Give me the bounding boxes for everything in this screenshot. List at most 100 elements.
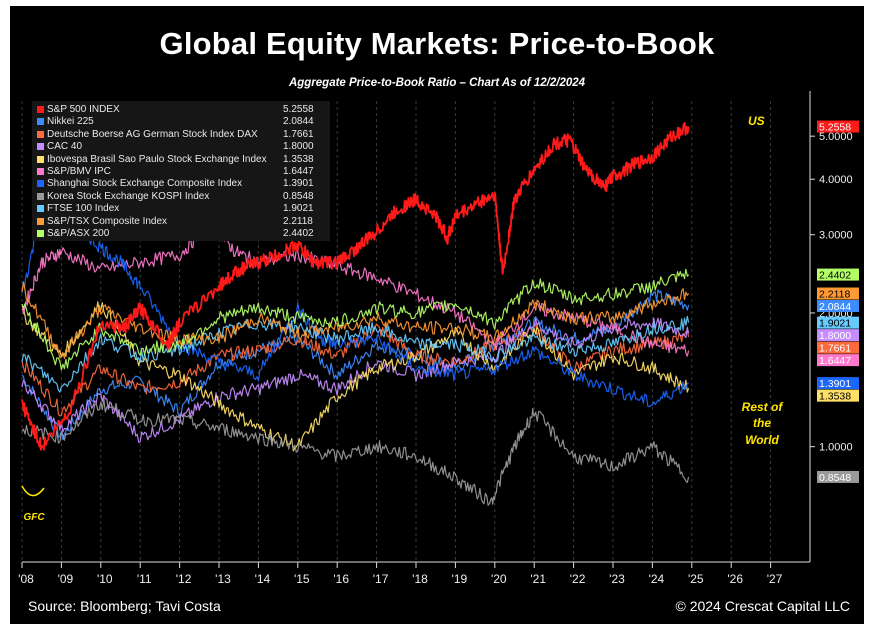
legend-value: 1.3901 bbox=[283, 178, 314, 190]
x-tick-label: '15 bbox=[294, 572, 310, 586]
legend-swatch bbox=[37, 230, 44, 237]
annotation-gfc: GFC bbox=[23, 512, 45, 523]
legend-entry: S&P/ASX 200 2.4402 bbox=[35, 228, 329, 240]
legend-label: S&P/TSX Composite Index bbox=[47, 215, 168, 227]
x-tick-label: '13 bbox=[215, 572, 231, 586]
legend-value: 1.6447 bbox=[283, 166, 314, 177]
chart-legend: S&P 500 INDEX 5.2558 Nikkei 225 2.0844 Deuts… bbox=[32, 101, 330, 241]
x-tick-label: '08 bbox=[18, 572, 34, 586]
value-badge-label: 1.8000 bbox=[819, 330, 851, 342]
source-note: Source: Bloomberg; Tavi Costa bbox=[28, 598, 221, 614]
series-line bbox=[21, 289, 690, 441]
annotation-us: US bbox=[748, 114, 765, 128]
legend-entry: S&P/TSX Composite Index 2.2118 bbox=[35, 216, 329, 228]
y-tick-label: 4.0000 bbox=[819, 174, 853, 186]
x-tick-label: '10 bbox=[97, 572, 113, 586]
x-tick-label: '22 bbox=[570, 572, 586, 586]
series-line bbox=[21, 301, 690, 452]
legend-label: Nikkei 225 bbox=[47, 116, 94, 128]
legend-label: S&P 500 INDEX bbox=[47, 104, 120, 115]
value-badge bbox=[817, 377, 859, 390]
x-tick-label: '21 bbox=[530, 572, 546, 586]
legend-value: 1.7661 bbox=[283, 128, 314, 140]
value-badge bbox=[817, 316, 859, 329]
legend-value: 2.0844 bbox=[283, 116, 314, 128]
legend-entry: Ibovespa Brasil Sao Paulo Stock Exchange… bbox=[35, 154, 329, 166]
x-tick-label: '12 bbox=[176, 572, 192, 586]
x-tick-label: '16 bbox=[333, 572, 349, 586]
legend-swatch bbox=[37, 106, 44, 113]
value-badge bbox=[817, 287, 859, 300]
legend-swatch bbox=[37, 180, 44, 188]
legend-label: S&P/BMV IPC bbox=[47, 166, 111, 177]
x-tick-label: '17 bbox=[373, 572, 389, 586]
legend-entry: S&P/BMV IPC 1.6447 bbox=[35, 166, 329, 178]
legend-value: 1.8000 bbox=[283, 141, 314, 153]
value-badge bbox=[817, 300, 859, 313]
legend-entry: Korea Stock Exchange KOSPI Index 0.8548 bbox=[35, 191, 329, 203]
x-tick-label: '20 bbox=[491, 572, 507, 586]
legend-swatch bbox=[37, 217, 44, 225]
value-badge-label: 2.4402 bbox=[819, 270, 851, 282]
value-badge-label: 1.9021 bbox=[819, 318, 851, 330]
y-tick-label: 5.0000 bbox=[819, 131, 853, 143]
value-badge-label: 1.3901 bbox=[819, 378, 851, 390]
value-badge bbox=[817, 389, 859, 402]
legend-swatch bbox=[37, 155, 44, 163]
series-line bbox=[21, 268, 690, 371]
series-line bbox=[21, 281, 690, 359]
legend-swatch bbox=[37, 130, 44, 138]
value-badge bbox=[817, 470, 859, 483]
copyright-note: © 2024 Crescat Capital LLC bbox=[675, 598, 850, 614]
annotation-rest-line2: the bbox=[753, 416, 771, 430]
value-badge-label: 1.3538 bbox=[819, 391, 851, 403]
value-badge bbox=[817, 341, 859, 354]
legend-swatch bbox=[37, 118, 44, 126]
x-tick-label: '26 bbox=[727, 572, 743, 586]
value-badge bbox=[817, 120, 859, 133]
series-line bbox=[21, 323, 690, 417]
legend-entry: Deutsche Boerse AG German Stock Index DA… bbox=[35, 129, 329, 141]
series-line bbox=[21, 189, 689, 408]
legend-value: 1.3538 bbox=[283, 153, 314, 165]
series-line bbox=[21, 398, 690, 506]
legend-value: 5.2558 bbox=[283, 104, 314, 115]
x-tick-label: '18 bbox=[412, 572, 428, 586]
chart-title: Global Equity Markets: Price-to-Book bbox=[159, 26, 715, 61]
legend-value: 0.8548 bbox=[283, 190, 314, 202]
legend-label: Ibovespa Brasil Sao Paulo Stock Exchange… bbox=[47, 153, 267, 165]
series-line bbox=[21, 315, 690, 393]
value-badge-label: 0.8548 bbox=[819, 472, 851, 484]
legend-entry: FTSE 100 Index 1.9021 bbox=[35, 203, 329, 215]
legend-entry: Nikkei 225 2.0844 bbox=[35, 116, 329, 128]
x-tick-label: '09 bbox=[58, 572, 74, 586]
legend-label: S&P/ASX 200 bbox=[47, 228, 110, 239]
value-badge-label: 1.6447 bbox=[819, 355, 851, 367]
legend-label: Shanghai Stock Exchange Composite Index bbox=[47, 178, 243, 190]
x-tick-label: '24 bbox=[649, 572, 665, 586]
y-tick-label: 1.0000 bbox=[819, 442, 853, 454]
y-tick-label: 3.0000 bbox=[819, 230, 853, 242]
legend-swatch bbox=[37, 143, 44, 151]
legend-entry: S&P 500 INDEX 5.2558 bbox=[35, 104, 329, 116]
x-tick-label: '25 bbox=[688, 572, 704, 586]
value-badge-label: 1.7661 bbox=[819, 343, 851, 355]
legend-label: Korea Stock Exchange KOSPI Index bbox=[47, 190, 210, 202]
x-tick-label: '11 bbox=[137, 572, 152, 586]
annotation-rest-line1: Rest of bbox=[742, 400, 784, 414]
chart-subtitle: Aggregate Price-to-Book Ratio – Chart As… bbox=[288, 77, 586, 89]
x-tick-label: '14 bbox=[255, 572, 271, 586]
legend-swatch bbox=[37, 205, 44, 213]
legend-label: Deutsche Boerse AG German Stock Index DA… bbox=[47, 128, 258, 140]
legend-swatch bbox=[37, 168, 44, 175]
legend-value: 2.4402 bbox=[283, 228, 314, 239]
legend-label: FTSE 100 Index bbox=[47, 203, 120, 215]
value-badge bbox=[817, 329, 859, 342]
legend-label: CAC 40 bbox=[47, 141, 83, 153]
value-badge-label: 2.2118 bbox=[819, 289, 850, 301]
value-badge-label: 5.2558 bbox=[819, 122, 851, 134]
annotation-rest-line3: World bbox=[745, 433, 779, 447]
x-tick-label: '27 bbox=[767, 572, 783, 586]
legend-entry: CAC 40 1.8000 bbox=[35, 141, 329, 153]
